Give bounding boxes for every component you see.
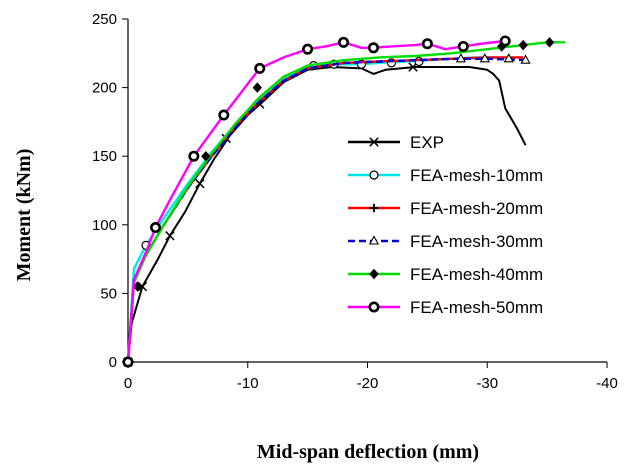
x-tick-label: -10 <box>237 375 259 392</box>
point-fea-mesh-40mm <box>252 82 262 93</box>
point-fea-mesh-10mm <box>414 56 424 67</box>
x-tick-label: -40 <box>596 375 618 392</box>
y-axis-title: Moment (kNm) <box>13 149 35 282</box>
legend-marker <box>368 301 380 313</box>
legend-item-fea-mesh-40mm: FEA-mesh-40mm <box>348 265 543 284</box>
point-fea-mesh-50mm <box>367 42 379 54</box>
y-tick-label: 250 <box>92 11 117 28</box>
series-line-fea-mesh-50mm <box>126 39 506 363</box>
legend: EXP FEA-mesh-10mm FEA-mesh-20mm FEA-mesh-30… <box>348 133 543 317</box>
y-tick-label: 200 <box>92 80 117 97</box>
y-tick-label: 150 <box>92 148 117 165</box>
series-fea-mesh-40mm <box>126 37 566 363</box>
point-fea-mesh-40mm <box>544 37 555 48</box>
point-fea-mesh-50mm <box>457 40 469 52</box>
point-exp <box>165 231 175 241</box>
legend-marker <box>369 268 379 280</box>
point-fea-mesh-40mm <box>132 281 143 292</box>
legend-item-fea-mesh-20mm: FEA-mesh-20mm <box>348 199 543 218</box>
y-tick-label: 100 <box>92 217 117 234</box>
legend-label: EXP <box>410 133 444 152</box>
x-tick-label: -30 <box>476 375 498 392</box>
legend-marker <box>369 137 379 147</box>
legend-label: FEA-mesh-20mm <box>410 199 543 218</box>
point-fea-mesh-30mm <box>479 53 490 63</box>
point-fea-mesh-30mm <box>520 54 531 64</box>
point-fea-mesh-30mm <box>455 53 467 63</box>
legend-label: FEA-mesh-40mm <box>410 265 543 284</box>
x-axis-title: Mid-span deflection (mm) <box>257 441 479 463</box>
tick-group: 0 50 100 150 200 250 0 -10 -20 -30 -40 <box>92 11 618 392</box>
point-fea-mesh-50mm <box>150 222 162 234</box>
x-tick-label: 0 <box>124 375 132 392</box>
point-fea-mesh-50mm <box>188 150 200 162</box>
x-tick-label: -20 <box>357 375 379 392</box>
point-fea-mesh-40mm <box>201 150 211 162</box>
legend-marker <box>369 203 379 213</box>
legend-label: FEA-mesh-50mm <box>410 298 543 317</box>
point-fea-mesh-50mm <box>218 109 230 121</box>
legend-label: FEA-mesh-30mm <box>410 232 543 251</box>
series-line-exp <box>127 66 527 363</box>
legend-item-fea-mesh-10mm: FEA-mesh-10mm <box>348 166 543 185</box>
legend-label: FEA-mesh-10mm <box>410 166 543 185</box>
point-fea-mesh-50mm <box>421 38 433 50</box>
series-fea-mesh-50mm <box>122 35 511 368</box>
point-fea-mesh-40mm <box>518 39 528 51</box>
point-exp <box>195 178 205 189</box>
legend-item-exp: EXP <box>348 133 444 152</box>
point-fea-mesh-50mm <box>499 35 511 47</box>
point-fea-mesh-30mm <box>503 53 514 63</box>
point-fea-mesh-50mm <box>302 43 314 55</box>
legend-marker <box>368 235 380 245</box>
legend-item-fea-mesh-30mm: FEA-mesh-30mm <box>348 232 543 251</box>
y-tick-label: 0 <box>109 354 117 371</box>
series-line-fea-mesh-40mm <box>126 41 566 363</box>
point-fea-mesh-50mm <box>338 36 350 48</box>
series-group <box>122 35 566 368</box>
legend-item-fea-mesh-50mm: FEA-mesh-50mm <box>348 298 543 317</box>
y-tick-label: 50 <box>100 285 117 302</box>
legend-marker <box>369 170 379 180</box>
point-fea-mesh-50mm <box>254 62 266 74</box>
point-fea-mesh-50mm <box>122 356 134 368</box>
